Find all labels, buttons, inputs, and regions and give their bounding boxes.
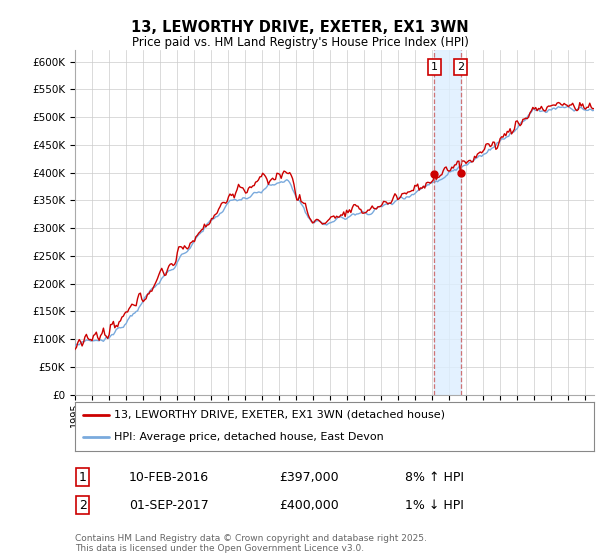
Text: 13, LEWORTHY DRIVE, EXETER, EX1 3WN (detached house): 13, LEWORTHY DRIVE, EXETER, EX1 3WN (det… <box>114 410 445 420</box>
Text: HPI: Average price, detached house, East Devon: HPI: Average price, detached house, East… <box>114 432 383 442</box>
Text: 2: 2 <box>457 62 464 72</box>
Text: 1: 1 <box>431 62 438 72</box>
Text: 1% ↓ HPI: 1% ↓ HPI <box>405 498 464 512</box>
Text: 13, LEWORTHY DRIVE, EXETER, EX1 3WN: 13, LEWORTHY DRIVE, EXETER, EX1 3WN <box>131 20 469 35</box>
Text: 1: 1 <box>79 470 87 484</box>
Text: 2: 2 <box>79 498 87 512</box>
Text: £397,000: £397,000 <box>279 470 338 484</box>
Text: 01-SEP-2017: 01-SEP-2017 <box>129 498 209 512</box>
Bar <box>434 50 461 395</box>
Text: £400,000: £400,000 <box>279 498 339 512</box>
Text: 10-FEB-2016: 10-FEB-2016 <box>129 470 209 484</box>
Text: 8% ↑ HPI: 8% ↑ HPI <box>405 470 464 484</box>
Text: Contains HM Land Registry data © Crown copyright and database right 2025.
This d: Contains HM Land Registry data © Crown c… <box>75 534 427 553</box>
Text: Price paid vs. HM Land Registry's House Price Index (HPI): Price paid vs. HM Land Registry's House … <box>131 36 469 49</box>
